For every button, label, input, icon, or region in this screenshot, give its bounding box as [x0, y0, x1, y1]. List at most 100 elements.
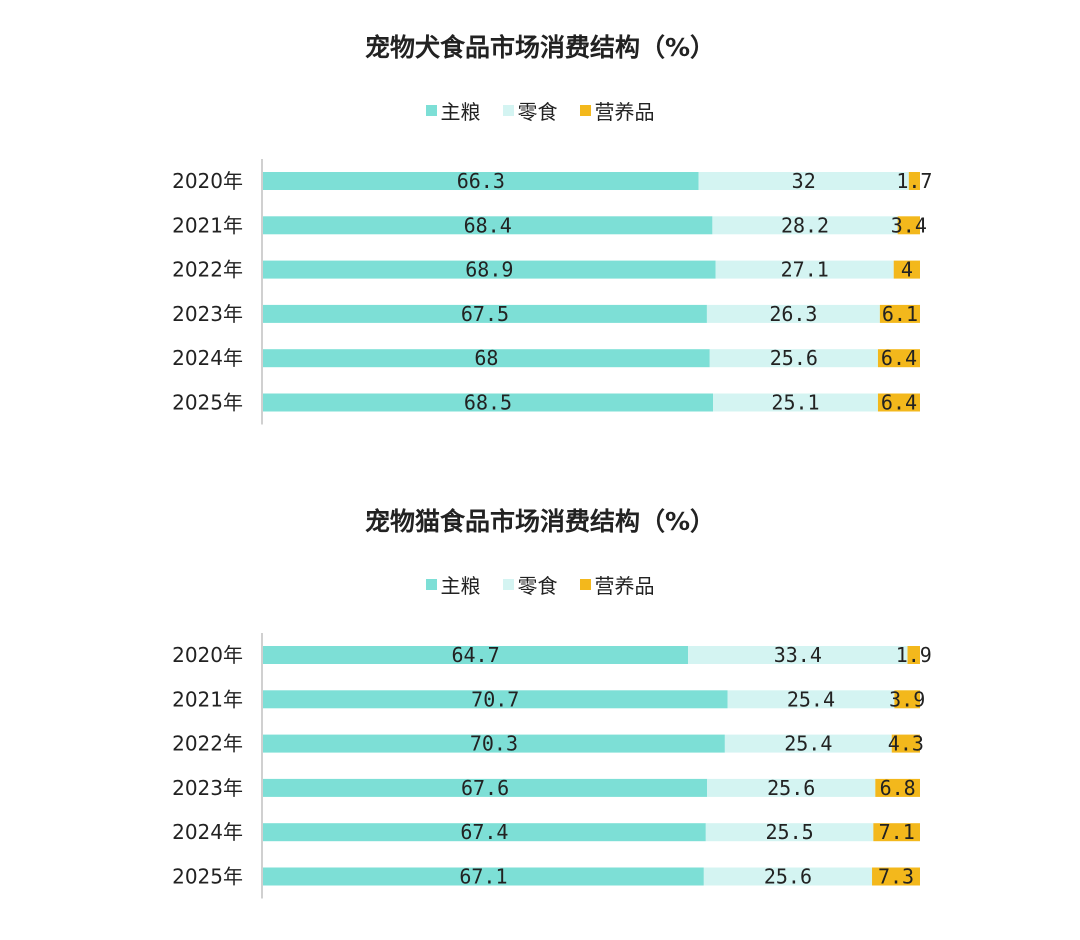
bar-snack	[705, 823, 874, 842]
bar-staple	[263, 778, 708, 797]
legend-swatch-snack	[502, 579, 514, 590]
data-label-supplement: 4	[901, 258, 913, 282]
data-label-staple: 68.9	[465, 258, 513, 282]
legend-item-snack: 零食	[502, 96, 558, 125]
bar-staple	[263, 260, 716, 279]
y-tick-label: 2021年	[172, 687, 243, 711]
data-label-snack: 25.6	[767, 776, 815, 800]
chart-legend: 主粮 零食 营养品	[0, 570, 1080, 599]
data-label-supplement: 1.9	[896, 643, 932, 667]
dog-chart-plot: 2020年 66.3 32 1.7 2021年 68.4 28.2 3.4 2022年 68.9 2…	[172, 159, 932, 425]
legend-item-supplement: 营养品	[579, 570, 655, 599]
legend-item-staple: 主粮	[425, 96, 481, 125]
legend-item-supplement: 营养品	[579, 96, 655, 125]
data-label-staple: 70.3	[470, 732, 518, 756]
legend-swatch-staple	[425, 105, 437, 116]
data-label-supplement: 6.8	[880, 776, 916, 800]
legend-label-snack: 零食	[517, 574, 558, 598]
bar-staple	[263, 172, 699, 190]
bar-supplement	[907, 646, 920, 664]
bar-snack	[709, 349, 878, 368]
y-tick-label: 2025年	[172, 391, 243, 415]
data-label-staple: 68.4	[464, 213, 512, 237]
bar-supplement	[877, 349, 920, 368]
data-label-snack: 33.4	[774, 643, 822, 667]
chart-title: 宠物犬食品市场消费结构（%）	[364, 33, 716, 62]
bar-snack	[707, 778, 876, 797]
data-label-snack: 28.2	[781, 213, 829, 237]
data-label-snack: 32	[792, 169, 816, 193]
bar-staple	[263, 349, 710, 368]
dog-food-chart: 宠物犬食品市场消费结构（%） 主粮 零食 营养品 2020年 66.3 32 1.7 2…	[0, 0, 1080, 466]
legend-label-staple: 主粮	[440, 100, 481, 124]
bar-snack	[703, 867, 873, 886]
legend-swatch-snack	[502, 105, 514, 116]
data-label-staple: 67.5	[461, 302, 509, 326]
y-tick-label: 2024年	[172, 346, 243, 370]
legend-label-snack: 零食	[517, 100, 558, 124]
bar-supplement	[908, 172, 920, 190]
bar-supplement	[879, 304, 920, 323]
data-label-snack: 25.1	[771, 391, 819, 415]
legend-label-staple: 主粮	[440, 574, 481, 598]
bar-staple	[263, 304, 707, 323]
data-label-supplement: 3.9	[889, 687, 925, 711]
data-label-staple: 68	[474, 346, 498, 370]
bar-snack	[715, 260, 894, 279]
data-label-supplement: 7.3	[878, 865, 914, 889]
bar-supplement	[877, 393, 920, 412]
data-label-staple: 70.7	[471, 687, 519, 711]
bar-snack	[698, 172, 909, 190]
data-label-supplement: 4.3	[888, 732, 924, 756]
data-label-staple: 66.3	[457, 169, 505, 193]
bar-snack	[688, 646, 908, 664]
bar-staple	[263, 216, 713, 235]
legend-swatch-supplement	[579, 579, 591, 590]
chart-title: 宠物猫食品市场消费结构（%）	[364, 507, 716, 536]
y-tick-label: 2023年	[172, 776, 243, 800]
bar-supplement	[897, 216, 920, 235]
bar-snack	[706, 304, 880, 323]
y-tick-label: 2024年	[172, 820, 243, 844]
bar-supplement	[894, 690, 920, 709]
data-label-snack: 25.6	[764, 865, 812, 889]
data-label-supplement: 1.7	[896, 169, 932, 193]
bar-snack	[727, 690, 895, 709]
legend-label-supplement: 营养品	[594, 574, 655, 598]
legend-item-staple: 主粮	[425, 570, 481, 599]
data-label-staple: 68.5	[464, 391, 512, 415]
bar-snack	[712, 216, 898, 235]
data-label-snack: 25.4	[787, 687, 835, 711]
data-label-snack: 27.1	[781, 258, 829, 282]
bar-staple	[263, 734, 725, 753]
data-label-supplement: 6.4	[881, 391, 917, 415]
bar-supplement	[891, 734, 920, 753]
y-tick-label: 2020年	[172, 169, 243, 193]
data-label-staple: 67.4	[460, 820, 508, 844]
bar-supplement	[893, 260, 920, 279]
bar-staple	[263, 646, 689, 664]
cat-food-chart: 宠物猫食品市场消费结构（%） 主粮 零食 营养品 2020年 64.7 33.4 1.…	[0, 474, 1080, 940]
data-label-supplement: 7.1	[879, 820, 915, 844]
legend-swatch-staple	[425, 579, 437, 590]
data-label-supplement: 6.4	[881, 346, 917, 370]
bar-staple	[263, 867, 704, 886]
data-label-snack: 25.4	[784, 732, 832, 756]
legend-label-supplement: 营养品	[594, 100, 655, 124]
bar-supplement	[873, 823, 920, 842]
bar-supplement	[875, 778, 920, 797]
data-label-staple: 67.6	[461, 776, 509, 800]
bar-snack	[713, 393, 878, 412]
data-label-snack: 25.6	[770, 346, 818, 370]
data-label-snack: 25.5	[765, 820, 813, 844]
legend-swatch-supplement	[579, 105, 591, 116]
bar-staple	[263, 690, 728, 709]
bar-snack	[724, 734, 892, 753]
legend-item-snack: 零食	[502, 570, 558, 599]
y-tick-label: 2022年	[172, 732, 243, 756]
bar-supplement	[872, 867, 920, 886]
bar-staple	[263, 393, 714, 412]
cat-chart-plot: 2020年 64.7 33.4 1.9 2021年 70.7 25.4 3.9 2022年 70.…	[172, 633, 932, 899]
data-label-supplement: 3.4	[891, 213, 927, 237]
data-label-snack: 26.3	[769, 302, 817, 326]
